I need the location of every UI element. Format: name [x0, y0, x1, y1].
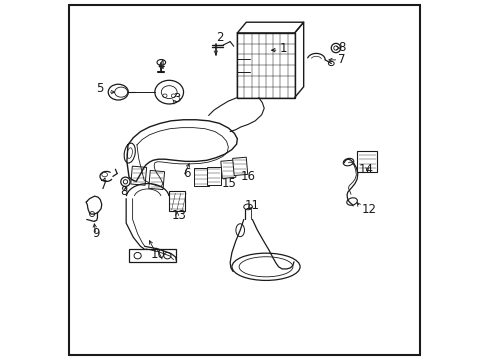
Text: 5: 5	[96, 82, 104, 95]
Text: 13: 13	[171, 210, 186, 222]
Ellipse shape	[235, 224, 244, 237]
Bar	[221, 160, 235, 179]
Bar	[237, 33, 294, 98]
Ellipse shape	[343, 158, 353, 166]
Ellipse shape	[231, 253, 300, 280]
Text: 4: 4	[157, 59, 165, 72]
Text: 10: 10	[150, 248, 165, 261]
Text: 2: 2	[216, 31, 224, 44]
Ellipse shape	[346, 198, 357, 205]
Text: 8: 8	[338, 41, 345, 54]
Ellipse shape	[124, 143, 135, 163]
Text: 7: 7	[338, 53, 345, 66]
Bar	[206, 167, 221, 185]
Text: 12: 12	[361, 203, 376, 216]
Text: 6: 6	[183, 167, 190, 180]
Ellipse shape	[108, 84, 128, 100]
Text: 3: 3	[172, 93, 180, 105]
Bar	[148, 170, 164, 190]
Bar	[194, 168, 208, 186]
Ellipse shape	[155, 80, 183, 104]
Bar	[129, 249, 175, 262]
Bar	[169, 192, 184, 211]
Text: 16: 16	[240, 170, 255, 183]
Bar	[357, 151, 376, 172]
Text: 14: 14	[358, 163, 373, 176]
Text: 1: 1	[279, 41, 286, 54]
Text: 11: 11	[244, 199, 259, 212]
Text: 7: 7	[100, 179, 107, 192]
Bar	[232, 157, 247, 176]
Text: 9: 9	[92, 227, 100, 240]
Text: 8: 8	[121, 185, 128, 198]
Bar	[130, 166, 146, 185]
Text: 15: 15	[221, 177, 236, 190]
